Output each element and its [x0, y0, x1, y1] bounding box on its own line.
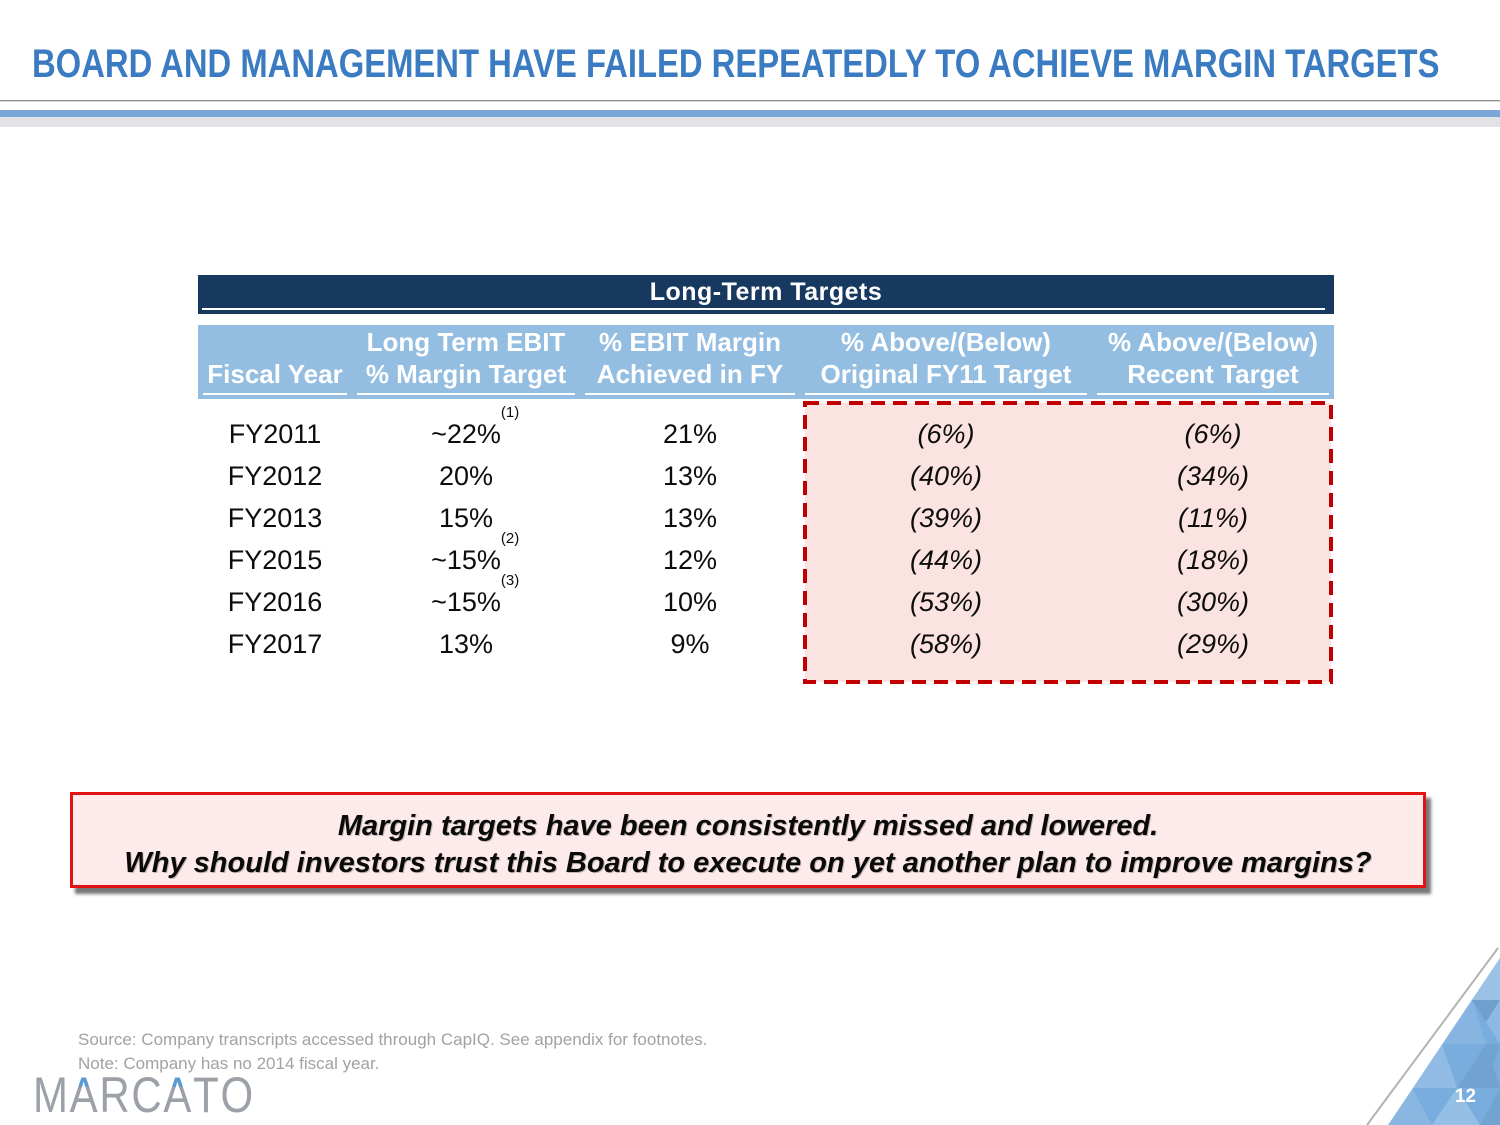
cell-vs-original: (53%) — [909, 586, 983, 617]
cell-fiscal-year: FY2013 — [227, 502, 323, 533]
table-row: FY2015 ~15% (2) 12% (44%) (18%) — [198, 530, 1334, 581]
logo-letter: C — [131, 1067, 164, 1123]
cell-fiscal-year: FY2017 — [227, 628, 323, 659]
table-row: FY2011 ~22% (1) 21% (6%) (6%) — [198, 404, 1334, 455]
cell-vs-original: (44%) — [909, 544, 983, 575]
footnote-superscript: (1) — [500, 403, 520, 421]
footer-notes: Source: Company transcripts accessed thr… — [78, 1028, 707, 1076]
cell-fiscal-year: FY2016 — [227, 586, 323, 617]
header-line1: % EBIT Margin — [598, 327, 781, 357]
cell-vs-recent: (18%) — [1176, 544, 1250, 575]
logo-letter: R — [99, 1067, 132, 1123]
cell-margin-target: ~22% (1) — [352, 404, 580, 450]
cell-vs-original: (58%) — [909, 628, 983, 659]
logo-letter: M — [33, 1067, 70, 1123]
margin-target-value: 20% — [438, 460, 494, 491]
cell-margin-target: 13% — [352, 629, 580, 660]
header-line2: Recent Target — [1127, 359, 1299, 389]
header-rule-line — [0, 100, 1500, 101]
header-underline — [585, 393, 795, 395]
header-rule-line-light — [0, 101, 1500, 102]
header-cell-margin-target: Long Term EBIT % Margin Target — [352, 325, 580, 399]
callout-box: Margin targets have been consistently mi… — [70, 792, 1426, 888]
cell-margin-target: ~15% (3) — [352, 572, 580, 618]
callout-line-1: Margin targets have been consistently mi… — [337, 810, 1159, 842]
cell-fiscal-year: FY2011 — [228, 418, 322, 449]
cell-vs-recent: (11%) — [1177, 502, 1249, 533]
footnote-superscript: (3) — [500, 571, 520, 589]
header-line1: Long Term EBIT — [366, 327, 566, 357]
table-row: FY2012 20% 13% (40%) (34%) — [198, 455, 1334, 497]
cell-fiscal-year: FY2015 — [227, 544, 323, 575]
header-cell-achieved: % EBIT Margin Achieved in FY — [580, 325, 800, 399]
margin-target-value: ~15% — [431, 586, 501, 617]
targets-table: Long-Term Targets Fiscal Year Long Term … — [198, 275, 1334, 659]
footnote-superscript: (2) — [500, 529, 520, 547]
margin-target-value: ~22% — [431, 418, 501, 449]
header-cell-vs-recent: % Above/(Below) Recent Target — [1092, 325, 1334, 399]
table-title: Long-Term Targets — [649, 278, 883, 306]
page-number: 12 — [1454, 1086, 1476, 1107]
corner-diagonal-line — [1366, 947, 1499, 1125]
margin-target-value: 13% — [438, 628, 494, 659]
logo-letter: T — [193, 1067, 221, 1123]
cell-vs-original: (39%) — [909, 502, 983, 533]
cell-achieved: 10% — [662, 586, 718, 617]
table-title-band: Long-Term Targets — [198, 275, 1334, 314]
header-underline — [805, 393, 1087, 395]
marcato-logo: MARCATO — [33, 1066, 255, 1124]
table-row: FY2013 15% 13% (39%) (11%) — [198, 497, 1334, 539]
cell-achieved: 13% — [662, 460, 718, 491]
corner-decoration — [1366, 947, 1500, 1125]
header-rule-gray-band — [0, 117, 1500, 127]
table-row: FY2016 ~15% (3) 10% (53%) (30%) — [198, 572, 1334, 623]
table-header-row: Fiscal Year Long Term EBIT % Margin Targ… — [198, 325, 1334, 399]
header-line2: Original FY11 Target — [820, 359, 1072, 389]
cell-vs-original: (40%) — [909, 460, 983, 491]
header-line2: % Margin Target — [365, 359, 567, 389]
table-title-underline — [202, 308, 1325, 310]
source-text: Source: Company transcripts accessed thr… — [78, 1030, 708, 1049]
cell-vs-recent: (30%) — [1176, 586, 1250, 617]
header-cell-vs-original: % Above/(Below) Original FY11 Target — [800, 325, 1092, 399]
header-cell-fiscal-year: Fiscal Year — [198, 325, 352, 399]
margin-target-value: ~15% — [431, 544, 501, 575]
slide-title: BOARD AND MANAGEMENT HAVE FAILED REPEATE… — [32, 42, 1440, 86]
cell-margin-target: ~15% (2) — [352, 530, 580, 576]
header-line1: % Above/(Below) — [1108, 327, 1318, 357]
cell-achieved: 12% — [662, 544, 718, 575]
cell-margin-target: 15% — [352, 503, 580, 534]
cell-vs-recent: (6%) — [1184, 418, 1242, 449]
table-rows: FY2011 ~22% (1) 21% (6%) (6%) FY2012 20%… — [198, 404, 1334, 665]
cell-achieved: 13% — [662, 502, 718, 533]
cell-fiscal-year: FY2012 — [227, 460, 323, 491]
cell-vs-recent: (34%) — [1176, 460, 1250, 491]
dashed-highlight-box — [803, 401, 1333, 684]
logo-letter-a: A — [70, 1066, 100, 1124]
callout-line-2: Why should investors trust this Board to… — [124, 847, 1372, 879]
table-row: FY2017 13% 9% (58%) (29%) — [198, 623, 1334, 665]
cell-margin-target: 20% — [352, 461, 580, 492]
margin-target-value: 15% — [438, 502, 494, 533]
header-underline — [357, 393, 575, 395]
header-line1: % Above/(Below) — [841, 327, 1051, 357]
logo-letter: O — [220, 1067, 255, 1123]
header-underline — [203, 393, 347, 395]
logo-letter-a: A — [163, 1066, 193, 1124]
cell-vs-recent: (29%) — [1176, 628, 1250, 659]
cell-achieved: 9% — [670, 628, 710, 659]
corner-mosaic — [1388, 958, 1500, 1125]
header-rule-blue-band — [0, 110, 1500, 117]
cell-vs-original: (6%) — [917, 418, 975, 449]
header-line2: Fiscal Year — [207, 359, 343, 389]
header-underline — [1097, 393, 1329, 395]
note-text: Note: Company has no 2014 fiscal year. — [78, 1054, 380, 1073]
header-line2: Achieved in FY — [596, 359, 784, 389]
cell-achieved: 21% — [662, 418, 718, 449]
